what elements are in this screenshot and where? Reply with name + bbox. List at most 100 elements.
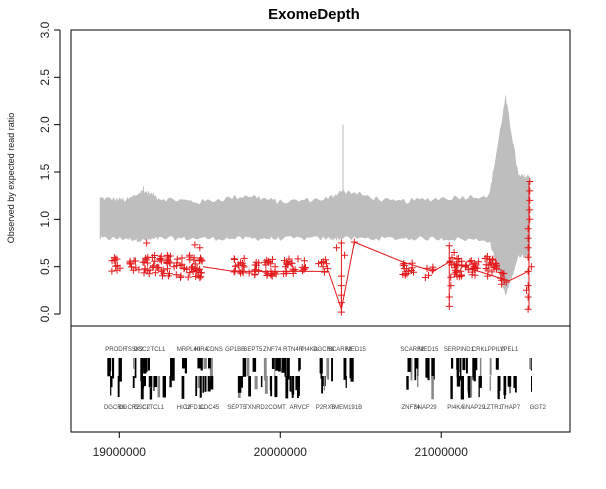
data-point-marker xyxy=(450,249,458,256)
y-tick-label-0: 0.0 xyxy=(38,305,52,322)
gene-bar xyxy=(459,358,462,381)
data-point-marker xyxy=(283,259,291,267)
data-point-24 xyxy=(159,272,166,280)
data-point-160 xyxy=(302,264,309,272)
data-point-5 xyxy=(112,262,120,270)
data-point-0 xyxy=(108,267,116,275)
gene-bar xyxy=(291,376,295,395)
data-point-9 xyxy=(113,261,121,269)
data-point-119 xyxy=(231,267,239,275)
gene-bar xyxy=(343,358,347,380)
data-point-98 xyxy=(170,263,178,271)
data-point-marker xyxy=(484,272,492,280)
data-point-198 xyxy=(429,263,437,271)
gene-label-bottom-5: UFD1L xyxy=(185,405,205,411)
gene-label-top-7: GP1BB xyxy=(225,347,245,353)
data-point-marker xyxy=(245,269,253,277)
data-point-244 xyxy=(468,271,476,279)
gene-bar xyxy=(202,376,204,393)
gene-bar xyxy=(414,358,417,381)
data-point-marker xyxy=(425,271,432,279)
gene-track-block-8 xyxy=(425,358,435,400)
data-point-142 xyxy=(261,258,269,266)
data-point-106 xyxy=(230,268,238,276)
data-point-marker xyxy=(170,263,178,271)
data-point-marker xyxy=(164,253,172,261)
data-point-marker xyxy=(451,270,459,278)
data-point-marker xyxy=(196,244,204,252)
gene-track-block-9 xyxy=(450,358,517,400)
gene-track-block-4 xyxy=(254,358,301,399)
data-point-marker xyxy=(166,270,173,278)
gene-label-top-15: SCARF2 xyxy=(400,347,424,353)
data-point-marker xyxy=(457,267,465,275)
data-point-26 xyxy=(159,266,167,274)
gene-label-bottom-15: PI4KA xyxy=(447,405,464,411)
gene-label-top-11: PI4KA xyxy=(301,347,318,353)
data-point-237 xyxy=(475,258,483,266)
data-point-97 xyxy=(196,274,204,282)
data-point-marker xyxy=(337,299,345,307)
gene-label-top-8: SEPT5 xyxy=(243,347,263,353)
data-point-208 xyxy=(457,267,465,275)
data-point-marker xyxy=(151,269,159,277)
data-point-217 xyxy=(446,257,454,265)
gene-bar xyxy=(207,376,211,392)
gene-bar xyxy=(157,376,161,398)
data-point-277 xyxy=(196,244,204,252)
data-point-284 xyxy=(350,238,358,246)
data-point-236 xyxy=(462,263,469,271)
data-point-marker xyxy=(135,266,143,274)
data-point-266 xyxy=(487,259,494,267)
data-point-marker xyxy=(523,286,530,294)
data-point-marker xyxy=(180,264,188,272)
data-point-marker xyxy=(470,263,478,271)
data-point-167 xyxy=(289,265,297,273)
data-point-marker xyxy=(190,256,198,264)
gene-label-bottom-9: COMT xyxy=(268,405,286,411)
data-point-marker xyxy=(489,255,497,263)
data-point-marker xyxy=(195,257,203,265)
gene-bar xyxy=(144,358,148,372)
data-point-100 xyxy=(186,269,194,277)
data-point-120 xyxy=(231,256,239,263)
data-point-282 xyxy=(337,272,345,280)
gene-label-bottom-17: LZTR1 xyxy=(484,405,503,411)
data-point-marker xyxy=(113,261,121,269)
data-point-marker xyxy=(492,260,500,268)
data-point-marker xyxy=(487,259,494,267)
data-point-192 xyxy=(400,260,408,268)
gene-label-bottom-6: CDC45 xyxy=(200,405,220,411)
gene-bar xyxy=(142,358,145,369)
data-point-marker xyxy=(267,260,275,268)
gene-label-top-0: PRODH xyxy=(105,347,127,353)
data-point-239 xyxy=(466,258,474,266)
gene-bar xyxy=(456,358,459,378)
data-point-265 xyxy=(483,254,491,262)
data-point-marker xyxy=(318,259,325,266)
data-point-marker xyxy=(447,273,455,281)
data-point-marker xyxy=(337,272,345,280)
data-point-marker xyxy=(191,241,199,249)
gene-bar xyxy=(209,358,213,381)
gene-label-bottom-13: ZNF74 xyxy=(401,405,420,411)
gene-bar xyxy=(331,358,333,382)
data-point-286 xyxy=(333,244,341,252)
gene-bar xyxy=(184,358,187,374)
gene-bar xyxy=(466,358,468,374)
gene-bar xyxy=(460,376,464,400)
data-point-marker xyxy=(341,251,349,259)
gene-label-top-10: RTN4R xyxy=(283,347,304,353)
data-point-marker xyxy=(110,257,118,264)
gene-bar xyxy=(140,376,144,400)
data-point-marker xyxy=(524,225,532,233)
data-point-marker xyxy=(239,269,247,277)
data-point-301 xyxy=(526,206,534,214)
gene-bar xyxy=(110,376,113,388)
data-point-279 xyxy=(337,299,345,307)
gene-track-block-5 xyxy=(319,358,333,394)
data-point-marker xyxy=(445,242,453,250)
data-point-marker xyxy=(139,258,147,266)
data-point-36 xyxy=(145,270,153,278)
data-point-marker xyxy=(145,270,153,278)
